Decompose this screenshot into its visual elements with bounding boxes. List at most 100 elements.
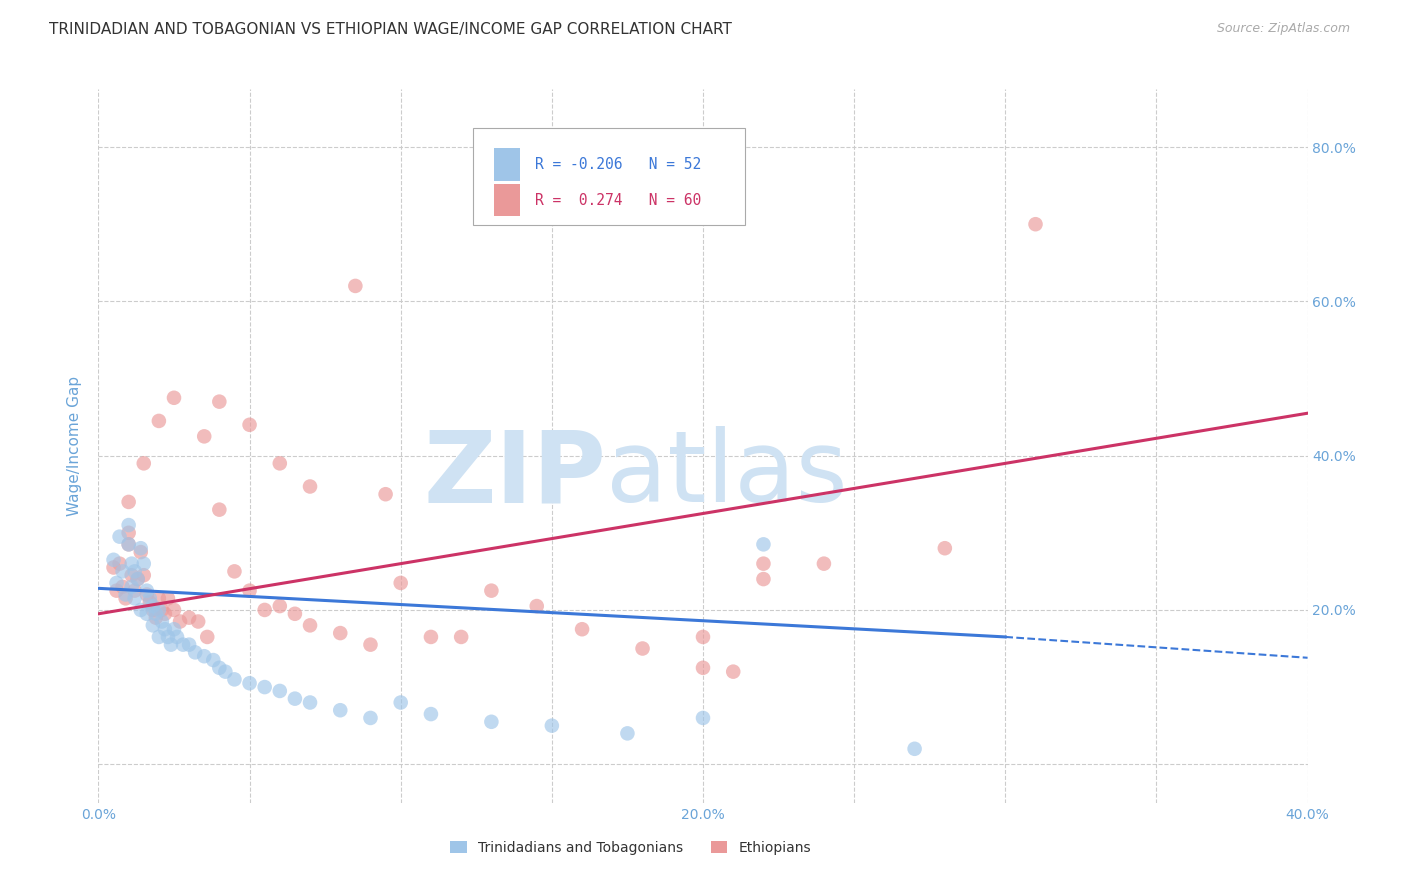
- Point: [153, 622, 176, 636]
- Point: [299, 696, 322, 710]
- Point: [121, 557, 143, 571]
- Point: [132, 557, 155, 571]
- Point: [269, 599, 291, 613]
- Point: [239, 583, 262, 598]
- Point: [150, 603, 173, 617]
- Point: [481, 583, 503, 598]
- Point: [156, 591, 179, 606]
- Point: [160, 638, 183, 652]
- Point: [179, 638, 201, 652]
- Point: [129, 545, 152, 559]
- Point: [129, 541, 152, 556]
- Y-axis label: Wage/Income Gap: Wage/Income Gap: [67, 376, 83, 516]
- Point: [145, 610, 167, 624]
- Point: [127, 572, 149, 586]
- Point: [193, 649, 215, 664]
- Point: [142, 599, 165, 613]
- Point: [103, 553, 125, 567]
- Text: atlas: atlas: [606, 426, 848, 523]
- Point: [148, 591, 170, 606]
- Point: [631, 641, 654, 656]
- Point: [329, 703, 352, 717]
- Point: [121, 568, 143, 582]
- Point: [114, 587, 136, 601]
- Point: [571, 622, 593, 636]
- Point: [253, 603, 276, 617]
- Point: [616, 726, 638, 740]
- Point: [124, 591, 146, 606]
- Point: [121, 580, 143, 594]
- Point: [135, 587, 157, 601]
- Point: [148, 414, 170, 428]
- Point: [208, 502, 231, 516]
- Point: [156, 630, 179, 644]
- Point: [103, 560, 125, 574]
- Point: [193, 429, 215, 443]
- Point: [166, 630, 188, 644]
- Point: [172, 638, 194, 652]
- Text: R =  0.274   N = 60: R = 0.274 N = 60: [534, 193, 702, 208]
- Point: [420, 707, 443, 722]
- Point: [253, 680, 276, 694]
- FancyBboxPatch shape: [494, 148, 520, 180]
- Point: [124, 583, 146, 598]
- Point: [118, 537, 141, 551]
- Point: [692, 711, 714, 725]
- Point: [360, 711, 382, 725]
- Point: [481, 714, 503, 729]
- Point: [184, 645, 207, 659]
- Point: [148, 603, 170, 617]
- Point: [904, 741, 927, 756]
- Point: [526, 599, 548, 613]
- Point: [450, 630, 472, 644]
- Point: [150, 615, 173, 629]
- Point: [692, 661, 714, 675]
- Point: [111, 580, 134, 594]
- Point: [420, 630, 443, 644]
- Point: [111, 565, 134, 579]
- Point: [108, 557, 131, 571]
- Point: [139, 591, 162, 606]
- Point: [329, 626, 352, 640]
- Point: [224, 673, 246, 687]
- Point: [374, 487, 396, 501]
- Point: [139, 595, 162, 609]
- Point: [284, 607, 307, 621]
- Point: [163, 603, 186, 617]
- Point: [114, 591, 136, 606]
- Point: [208, 661, 231, 675]
- Point: [105, 583, 128, 598]
- Point: [723, 665, 745, 679]
- Point: [208, 394, 231, 409]
- Point: [118, 525, 141, 540]
- Point: [163, 622, 186, 636]
- Point: [132, 568, 155, 582]
- Point: [195, 630, 218, 644]
- Point: [284, 691, 307, 706]
- Point: [127, 572, 149, 586]
- Text: Source: ZipAtlas.com: Source: ZipAtlas.com: [1216, 22, 1350, 36]
- Text: ZIP: ZIP: [423, 426, 606, 523]
- Point: [360, 638, 382, 652]
- Point: [239, 676, 262, 690]
- Point: [752, 572, 775, 586]
- Point: [135, 607, 157, 621]
- Point: [224, 565, 246, 579]
- FancyBboxPatch shape: [474, 128, 745, 225]
- Point: [202, 653, 225, 667]
- Point: [692, 630, 714, 644]
- Point: [148, 630, 170, 644]
- Point: [239, 417, 262, 432]
- Point: [389, 696, 412, 710]
- Text: TRINIDADIAN AND TOBAGONIAN VS ETHIOPIAN WAGE/INCOME GAP CORRELATION CHART: TRINIDADIAN AND TOBAGONIAN VS ETHIOPIAN …: [49, 22, 733, 37]
- Legend: Trinidadians and Tobagonians, Ethiopians: Trinidadians and Tobagonians, Ethiopians: [444, 835, 817, 860]
- Point: [934, 541, 956, 556]
- Point: [1024, 217, 1046, 231]
- Point: [145, 607, 167, 621]
- Point: [108, 530, 131, 544]
- Point: [124, 565, 146, 579]
- Point: [105, 576, 128, 591]
- Point: [142, 603, 165, 617]
- Point: [132, 456, 155, 470]
- Point: [118, 537, 141, 551]
